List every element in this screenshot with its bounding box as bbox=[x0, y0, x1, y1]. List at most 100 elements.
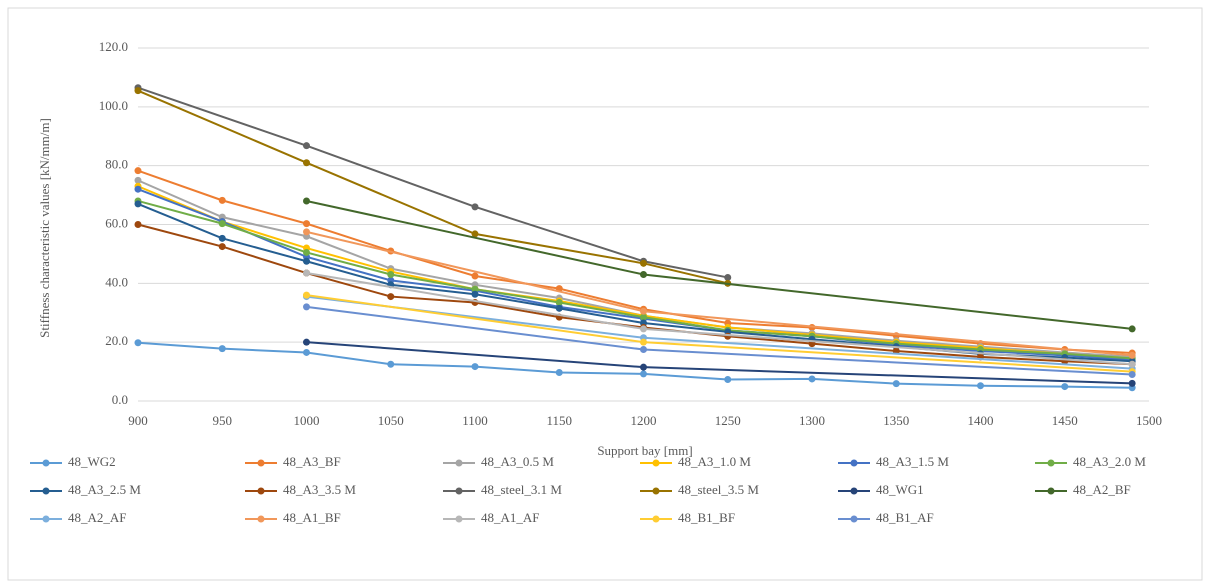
x-tick-label: 1150 bbox=[546, 413, 572, 428]
y-tick-label: 80.0 bbox=[105, 157, 128, 172]
data-point bbox=[1128, 371, 1136, 379]
data-point bbox=[134, 200, 142, 208]
data-point bbox=[640, 325, 647, 333]
legend-marker bbox=[1047, 487, 1055, 495]
x-tick-label: 1400 bbox=[968, 413, 994, 428]
data-point bbox=[1128, 325, 1136, 333]
data-point bbox=[640, 313, 647, 321]
data-point bbox=[640, 338, 647, 346]
legend-marker bbox=[1047, 459, 1055, 467]
x-tick-label: 950 bbox=[213, 413, 233, 428]
chart-border bbox=[7, 7, 1203, 581]
legend-label: 48_WG2 bbox=[68, 454, 116, 469]
data-point bbox=[1128, 360, 1136, 368]
legend-marker bbox=[42, 459, 50, 467]
data-point bbox=[303, 142, 310, 150]
data-point bbox=[218, 345, 226, 353]
data-point bbox=[808, 375, 816, 383]
data-point bbox=[134, 176, 142, 184]
legend-label: 48_A2_BF bbox=[1073, 482, 1131, 497]
data-point bbox=[471, 272, 479, 280]
data-point bbox=[555, 368, 563, 376]
data-point bbox=[640, 259, 647, 267]
x-tick-label: 1350 bbox=[883, 413, 909, 428]
y-axis-label: Stiffness characteristic values [kN/mm/m… bbox=[37, 118, 52, 338]
x-tick-label: 1300 bbox=[799, 413, 825, 428]
legend-marker bbox=[42, 487, 50, 495]
data-point bbox=[218, 196, 226, 204]
data-point bbox=[387, 293, 395, 301]
data-point bbox=[303, 248, 310, 256]
legend-label: 48_WG1 bbox=[876, 482, 924, 497]
data-point bbox=[1128, 351, 1136, 359]
legend-marker bbox=[652, 487, 660, 495]
data-point bbox=[640, 346, 647, 354]
data-point bbox=[724, 376, 732, 384]
data-point bbox=[471, 290, 479, 298]
legend-label: 48_A3_0.5 M bbox=[481, 454, 554, 469]
x-tick-label: 1100 bbox=[462, 413, 488, 428]
legend-label: 48_A3_3.5 M bbox=[283, 482, 356, 497]
data-point bbox=[387, 360, 395, 368]
legend-label: 48_A1_BF bbox=[283, 510, 341, 525]
legend-label: 48_A2_AF bbox=[68, 510, 127, 525]
y-tick-label: 100.0 bbox=[99, 98, 128, 113]
legend-label: 48_steel_3.1 M bbox=[481, 482, 562, 497]
data-point bbox=[640, 307, 647, 315]
data-point bbox=[555, 298, 563, 306]
data-point bbox=[471, 285, 479, 293]
data-point bbox=[471, 230, 479, 238]
y-tick-label: 0.0 bbox=[112, 392, 128, 407]
data-point bbox=[218, 220, 226, 228]
data-point bbox=[218, 234, 226, 242]
data-point bbox=[387, 271, 395, 279]
data-point bbox=[303, 348, 310, 356]
data-point bbox=[303, 291, 310, 299]
legend-marker bbox=[850, 515, 858, 523]
y-tick-label: 20.0 bbox=[105, 333, 128, 348]
data-point bbox=[134, 339, 142, 347]
legend-marker bbox=[42, 515, 50, 523]
data-point bbox=[1128, 379, 1136, 387]
legend-label: 48_B1_BF bbox=[678, 510, 735, 525]
data-point bbox=[134, 167, 142, 175]
data-point bbox=[471, 363, 479, 371]
legend-marker bbox=[257, 459, 265, 467]
legend-marker bbox=[652, 459, 660, 467]
x-tick-label: 1450 bbox=[1052, 413, 1078, 428]
x-axis-label: Support bay [mm] bbox=[597, 443, 692, 458]
data-point bbox=[134, 87, 142, 95]
data-point bbox=[303, 269, 310, 277]
data-point bbox=[640, 271, 647, 279]
data-point bbox=[724, 332, 732, 340]
data-point bbox=[724, 273, 732, 281]
legend-label: 48_A3_1.5 M bbox=[876, 454, 949, 469]
data-point bbox=[303, 220, 310, 228]
data-point bbox=[1061, 383, 1069, 391]
y-tick-label: 40.0 bbox=[105, 274, 128, 289]
data-point bbox=[303, 197, 310, 205]
x-tick-label: 900 bbox=[128, 413, 148, 428]
data-point bbox=[134, 221, 142, 228]
y-tick-label: 120.0 bbox=[99, 39, 128, 54]
legend-label: 48_A3_1.0 M bbox=[678, 454, 751, 469]
data-point bbox=[303, 228, 310, 236]
legend-label: 48_A3_BF bbox=[283, 454, 341, 469]
data-point bbox=[471, 203, 479, 211]
legend-marker bbox=[257, 515, 265, 523]
legend-marker bbox=[455, 459, 463, 467]
legend-label: 48_B1_AF bbox=[876, 510, 934, 525]
data-point bbox=[218, 243, 226, 251]
legend-marker bbox=[455, 515, 463, 523]
y-tick-label: 60.0 bbox=[105, 215, 128, 230]
legend-marker bbox=[652, 515, 660, 523]
legend-marker bbox=[257, 487, 265, 495]
legend-label: 48_A1_AF bbox=[481, 510, 540, 525]
data-point bbox=[640, 370, 647, 378]
data-point bbox=[303, 159, 310, 167]
data-point bbox=[303, 303, 310, 311]
x-tick-label: 1250 bbox=[715, 413, 741, 428]
legend-marker bbox=[455, 487, 463, 495]
x-tick-label: 1200 bbox=[631, 413, 657, 428]
